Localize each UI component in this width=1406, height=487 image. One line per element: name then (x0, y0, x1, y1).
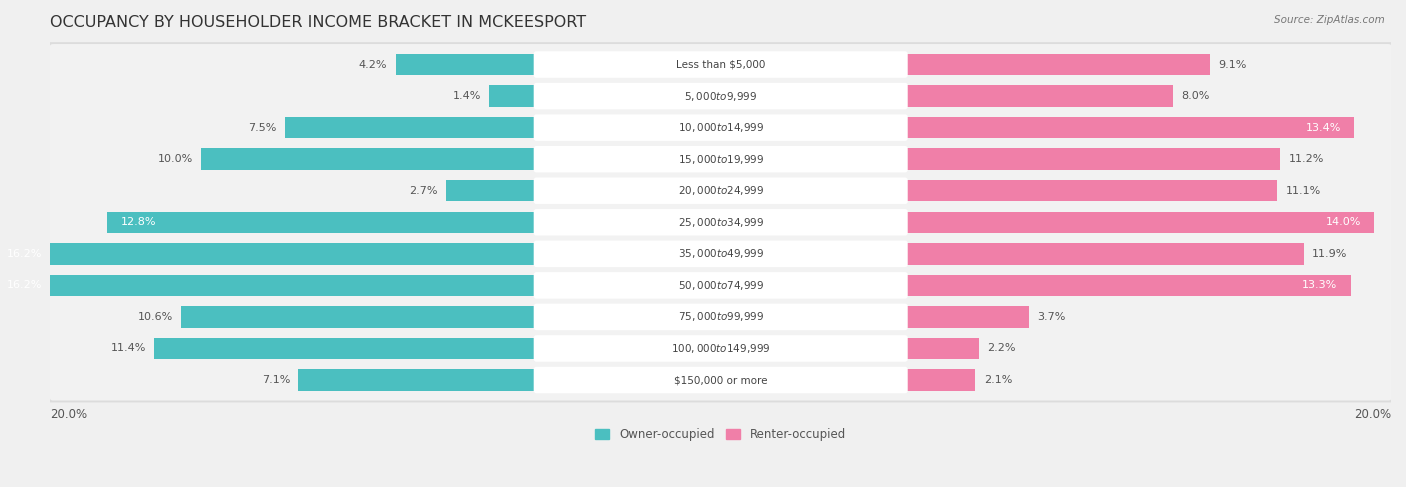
Bar (395, 54, 536, 75)
Text: $50,000 to $74,999: $50,000 to $74,999 (678, 279, 763, 292)
Bar (181, 306, 536, 328)
Text: $20,000 to $24,999: $20,000 to $24,999 (678, 184, 763, 197)
Text: 13.4%: 13.4% (1305, 123, 1341, 132)
Text: 11.9%: 11.9% (1312, 249, 1347, 259)
Bar (285, 117, 536, 138)
FancyBboxPatch shape (49, 297, 1392, 337)
FancyBboxPatch shape (46, 74, 1395, 118)
Text: 20.0%: 20.0% (51, 409, 87, 421)
Bar (905, 306, 1029, 328)
Text: $35,000 to $49,999: $35,000 to $49,999 (678, 247, 763, 261)
FancyBboxPatch shape (534, 146, 908, 172)
FancyBboxPatch shape (49, 139, 1392, 180)
FancyBboxPatch shape (49, 265, 1392, 306)
FancyBboxPatch shape (49, 328, 1392, 369)
Bar (489, 85, 536, 107)
Text: 12.8%: 12.8% (121, 217, 156, 227)
FancyBboxPatch shape (534, 304, 908, 330)
Text: 1.4%: 1.4% (453, 91, 481, 101)
Text: $150,000 or more: $150,000 or more (673, 375, 768, 385)
Text: 9.1%: 9.1% (1219, 59, 1247, 70)
Text: 7.1%: 7.1% (262, 375, 290, 385)
Text: $100,000 to $149,999: $100,000 to $149,999 (671, 342, 770, 355)
Text: Source: ZipAtlas.com: Source: ZipAtlas.com (1274, 15, 1385, 25)
FancyBboxPatch shape (534, 367, 908, 393)
Text: $15,000 to $19,999: $15,000 to $19,999 (678, 153, 763, 166)
Bar (201, 149, 536, 170)
Bar (905, 85, 1173, 107)
Text: $10,000 to $14,999: $10,000 to $14,999 (678, 121, 763, 134)
Bar (905, 211, 1374, 233)
FancyBboxPatch shape (49, 202, 1392, 243)
FancyBboxPatch shape (46, 105, 1395, 150)
FancyBboxPatch shape (46, 263, 1395, 308)
Text: 7.5%: 7.5% (249, 123, 277, 132)
FancyBboxPatch shape (534, 83, 908, 110)
FancyBboxPatch shape (534, 241, 908, 267)
Bar (298, 369, 536, 391)
Text: 4.2%: 4.2% (359, 59, 387, 70)
Bar (0, 243, 536, 264)
Legend: Owner-occupied, Renter-occupied: Owner-occupied, Renter-occupied (595, 429, 846, 441)
Bar (905, 54, 1211, 75)
Text: 3.7%: 3.7% (1038, 312, 1066, 322)
Text: 20.0%: 20.0% (1354, 409, 1391, 421)
FancyBboxPatch shape (46, 42, 1395, 87)
FancyBboxPatch shape (46, 326, 1395, 371)
Text: Less than $5,000: Less than $5,000 (676, 59, 765, 70)
Text: 2.7%: 2.7% (409, 186, 437, 196)
FancyBboxPatch shape (46, 295, 1395, 339)
Text: $5,000 to $9,999: $5,000 to $9,999 (685, 90, 758, 103)
Text: 11.4%: 11.4% (111, 343, 146, 354)
FancyBboxPatch shape (46, 169, 1395, 213)
Text: OCCUPANCY BY HOUSEHOLDER INCOME BRACKET IN MCKEESPORT: OCCUPANCY BY HOUSEHOLDER INCOME BRACKET … (51, 15, 586, 30)
Bar (905, 275, 1351, 296)
Text: 16.2%: 16.2% (7, 249, 42, 259)
Text: 8.0%: 8.0% (1181, 91, 1211, 101)
Text: 10.0%: 10.0% (157, 154, 193, 164)
Bar (905, 243, 1303, 264)
FancyBboxPatch shape (534, 272, 908, 299)
Bar (905, 338, 979, 359)
Text: 10.6%: 10.6% (138, 312, 173, 322)
FancyBboxPatch shape (534, 51, 908, 78)
Bar (905, 369, 976, 391)
FancyBboxPatch shape (49, 107, 1392, 148)
Bar (446, 180, 536, 202)
FancyBboxPatch shape (49, 359, 1392, 400)
Text: 14.0%: 14.0% (1326, 217, 1361, 227)
FancyBboxPatch shape (49, 233, 1392, 274)
FancyBboxPatch shape (534, 335, 908, 362)
Text: 2.1%: 2.1% (984, 375, 1012, 385)
Text: 2.2%: 2.2% (987, 343, 1015, 354)
FancyBboxPatch shape (49, 44, 1392, 85)
FancyBboxPatch shape (46, 200, 1395, 244)
FancyBboxPatch shape (46, 231, 1395, 276)
Text: $75,000 to $99,999: $75,000 to $99,999 (678, 310, 763, 323)
FancyBboxPatch shape (49, 75, 1392, 116)
FancyBboxPatch shape (534, 209, 908, 236)
Text: 13.3%: 13.3% (1302, 281, 1337, 290)
Bar (905, 117, 1354, 138)
FancyBboxPatch shape (49, 170, 1392, 211)
FancyBboxPatch shape (46, 357, 1395, 402)
Bar (905, 180, 1277, 202)
Text: 11.1%: 11.1% (1285, 186, 1320, 196)
FancyBboxPatch shape (534, 114, 908, 141)
Bar (155, 338, 536, 359)
Text: $25,000 to $34,999: $25,000 to $34,999 (678, 216, 763, 229)
Bar (107, 211, 536, 233)
Text: 16.2%: 16.2% (7, 281, 42, 290)
Bar (0, 275, 536, 296)
FancyBboxPatch shape (534, 177, 908, 204)
Text: 11.2%: 11.2% (1289, 154, 1324, 164)
FancyBboxPatch shape (46, 137, 1395, 182)
Bar (905, 149, 1281, 170)
